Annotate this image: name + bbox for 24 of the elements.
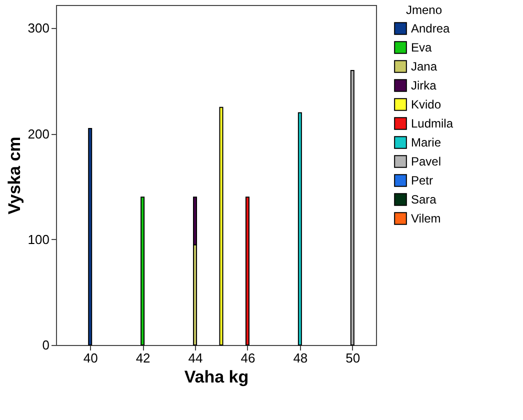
legend-label: Pavel <box>411 154 442 168</box>
y-axis-title: Vyska cm <box>4 136 24 214</box>
legend-label: Petr <box>411 174 434 188</box>
x-tick-label: 48 <box>293 350 308 366</box>
legend-label: Ludmila <box>411 116 454 130</box>
legend-label: Vilem <box>411 212 441 226</box>
legend-label: Sara <box>411 192 437 206</box>
legend-label: Jana <box>411 60 438 74</box>
legend-label: Marie <box>411 136 442 150</box>
y-tick-label: 0 <box>42 338 50 352</box>
y-tick-label: 100 <box>28 232 50 247</box>
legend-label: Jirka <box>411 78 437 92</box>
x-tick-label: 40 <box>83 350 98 366</box>
x-tick-label: 42 <box>136 350 150 366</box>
legend-title: Jmeno <box>406 3 442 17</box>
legend-label: Eva <box>411 40 432 54</box>
y-tick-label: 200 <box>28 126 50 142</box>
legend-label: Andrea <box>411 22 450 36</box>
y-tick-label: 300 <box>28 20 50 36</box>
legend-label: Kvido <box>411 98 442 112</box>
x-tick-label: 50 <box>346 350 360 366</box>
x-axis-title: Vaha kg <box>184 368 249 386</box>
x-tick-label: 46 <box>240 350 256 366</box>
x-tick-label: 44 <box>188 350 203 366</box>
